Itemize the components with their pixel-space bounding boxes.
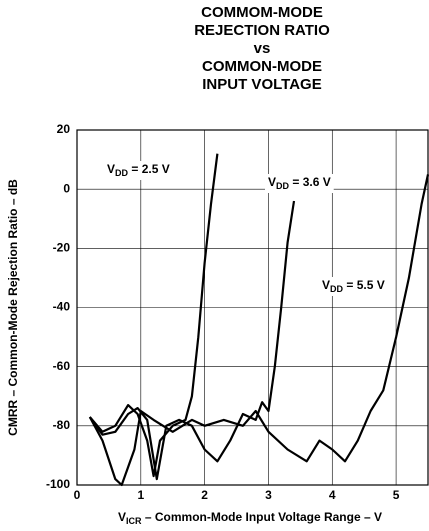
label-bg xyxy=(104,161,173,180)
series-label: VDD = 2.5 V xyxy=(107,162,170,178)
y-tick-label: -20 xyxy=(53,241,71,255)
curve xyxy=(88,200,296,481)
curve xyxy=(88,153,219,478)
series-label-sub: DD xyxy=(330,284,343,294)
series-label-part: = 3.6 V xyxy=(289,175,331,189)
series-label-part: V xyxy=(322,278,330,292)
curve xyxy=(88,174,429,487)
x-tick-label: 5 xyxy=(393,488,400,502)
x-axis-label-part: – Common-Mode Input Voltage Range – V xyxy=(142,510,382,524)
chart-title: REJECTION RATIO xyxy=(194,22,330,39)
series-label-part: V xyxy=(268,175,276,189)
series-label-sub: DD xyxy=(276,181,289,191)
x-tick-label: 1 xyxy=(137,488,144,502)
chart-title: COMMON-MODE xyxy=(202,58,322,75)
y-tick-label: -60 xyxy=(53,359,71,373)
x-tick-label: 0 xyxy=(74,488,81,502)
x-tick-label: 4 xyxy=(329,488,336,502)
x-axis-label-sub: ICR xyxy=(126,516,142,526)
y-axis-label: CMRR – Common-Mode Rejection Ratio – dB xyxy=(6,179,20,436)
x-tick-label: 3 xyxy=(265,488,272,502)
label-bg xyxy=(319,277,388,296)
y-tick-label: -40 xyxy=(53,300,71,314)
chart-title: vs xyxy=(254,40,271,57)
y-tick-label: -100 xyxy=(46,477,70,491)
series-label-part: V xyxy=(107,162,115,176)
y-tick-label: -80 xyxy=(53,418,71,432)
label-bg xyxy=(265,174,334,193)
x-axis-label-part: V xyxy=(118,510,126,524)
x-axis-label: VICR – Common-Mode Input Voltage Range –… xyxy=(118,510,382,526)
series-label: VDD = 3.6 V xyxy=(268,175,331,191)
plot-frame xyxy=(76,129,429,486)
chart-title: INPUT VOLTAGE xyxy=(202,76,321,93)
series-label-sub: DD xyxy=(115,168,128,178)
y-tick-label: 0 xyxy=(63,181,70,195)
series-label-part: = 2.5 V xyxy=(128,162,170,176)
series-label-part: = 5.5 V xyxy=(343,278,385,292)
x-tick-label: 2 xyxy=(201,488,208,502)
y-tick-label: 20 xyxy=(57,122,71,136)
chart-title: COMMOM-MODE xyxy=(201,4,323,21)
series-label: VDD = 5.5 V xyxy=(322,278,385,294)
